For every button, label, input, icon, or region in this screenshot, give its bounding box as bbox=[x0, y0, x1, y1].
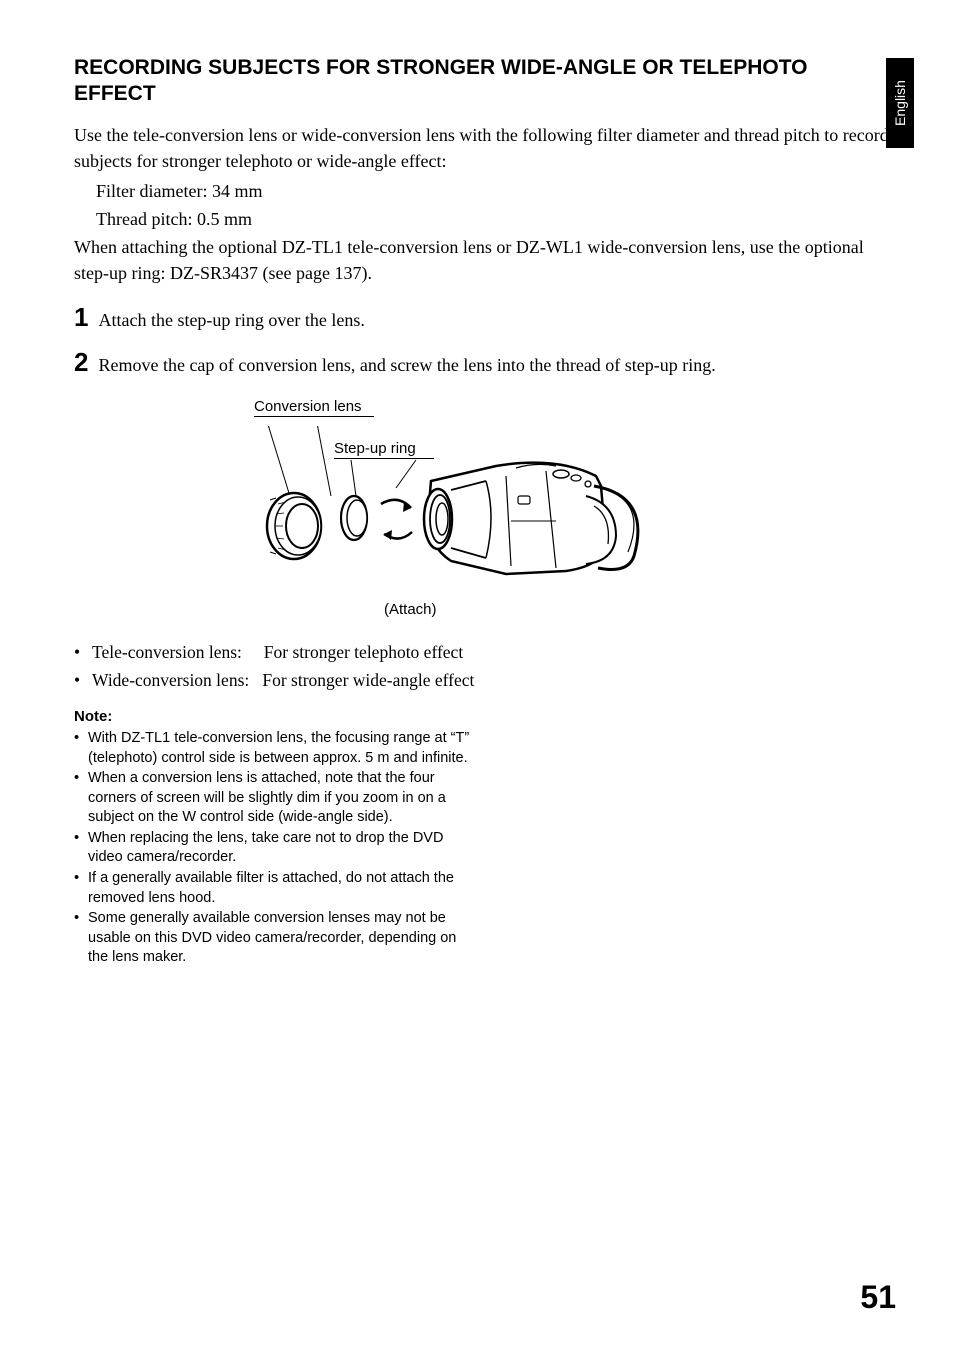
language-tab-label: English bbox=[892, 80, 908, 126]
step-number: 1 bbox=[74, 304, 88, 330]
page-number: 51 bbox=[860, 1279, 896, 1316]
list-item: Tele-conversion lens: For stronger telep… bbox=[74, 638, 892, 666]
intro-paragraph: Use the tele-conversion lens or wide-con… bbox=[74, 122, 892, 174]
manual-page: English RECORDING SUBJECTS FOR STRONGER … bbox=[0, 0, 954, 1352]
note-item: When a conversion lens is attached, note… bbox=[74, 769, 479, 828]
list-item: Wide-conversion lens: For stronger wide-… bbox=[74, 666, 892, 694]
note-item: When replacing the lens, take care not t… bbox=[74, 829, 479, 868]
attach-note-paragraph: When attaching the optional DZ-TL1 tele-… bbox=[74, 234, 892, 286]
diagram-leader-line bbox=[254, 416, 374, 417]
step-text: Attach the step-up ring over the lens. bbox=[98, 310, 364, 331]
step-row: 1 Attach the step-up ring over the lens. bbox=[74, 304, 892, 331]
section-heading: RECORDING SUBJECTS FOR STRONGER WIDE-ANG… bbox=[74, 55, 854, 108]
language-tab: English bbox=[886, 58, 914, 148]
spec-filter: Filter diameter: 34 mm bbox=[74, 178, 892, 204]
note-list: With DZ-TL1 tele-conversion lens, the fo… bbox=[74, 729, 479, 968]
camera-illustration bbox=[256, 426, 666, 606]
step-row: 2 Remove the cap of conversion lens, and… bbox=[74, 349, 892, 376]
lens-effects-list: Tele-conversion lens: For stronger telep… bbox=[74, 638, 892, 694]
step-number: 2 bbox=[74, 349, 88, 375]
diagram-label-conversion-lens: Conversion lens bbox=[254, 398, 362, 415]
note-item: If a generally available filter is attac… bbox=[74, 869, 479, 908]
step-text: Remove the cap of conversion lens, and s… bbox=[98, 355, 715, 376]
note-heading: Note: bbox=[74, 708, 892, 725]
diagram: Conversion lens Step-up ring bbox=[254, 398, 674, 618]
note-item: With DZ-TL1 tele-conversion lens, the fo… bbox=[74, 729, 479, 768]
diagram-label-attach: (Attach) bbox=[384, 601, 437, 618]
note-item: Some generally available conversion lens… bbox=[74, 909, 479, 968]
spec-thread: Thread pitch: 0.5 mm bbox=[74, 206, 892, 232]
diagram-container: Conversion lens Step-up ring bbox=[74, 398, 854, 618]
